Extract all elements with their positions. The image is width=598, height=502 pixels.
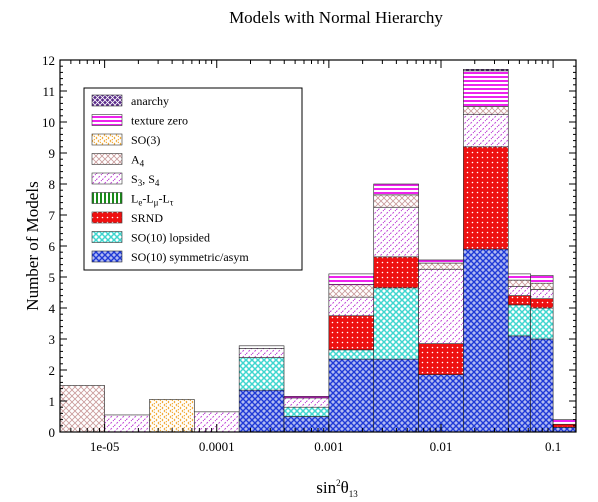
bar-segment: [328, 358, 375, 433]
legend-label: Le-Lμ-Lτ: [131, 192, 174, 208]
axis-ticks: [59, 59, 576, 433]
bar-segment: [373, 206, 419, 258]
bar-segment: [418, 268, 464, 344]
bar-segment: [283, 416, 330, 433]
bar-segment: [463, 106, 509, 115]
y-tick-label: 0: [49, 425, 56, 440]
y-tick-label: 7: [49, 208, 56, 223]
legend-swatch: [91, 133, 123, 146]
bar-segment: [418, 374, 464, 433]
bar-segment: [373, 256, 419, 289]
bar-segment: [328, 273, 375, 286]
y-tick-label: 6: [49, 239, 56, 254]
bar-segment: [552, 419, 576, 425]
bar-segment: [238, 389, 285, 433]
bar-segment: [507, 304, 531, 337]
bar-segment: [552, 423, 576, 428]
legend-swatch: [91, 192, 123, 204]
y-tick-label: 2: [49, 363, 56, 378]
bar-segment: [328, 315, 375, 351]
bar-segment: [238, 345, 285, 349]
y-tick-label: 11: [42, 84, 55, 99]
x-tick-labels: 1e-05 0.0001 0.001 0.01 0.1: [90, 439, 561, 454]
bar-segment: [328, 296, 375, 317]
bar-segment: [373, 358, 419, 433]
bar-segment: [463, 70, 509, 107]
bar-segment: [418, 343, 464, 375]
bar-segment: [530, 307, 554, 340]
bar-segment: [418, 259, 464, 264]
legend: anarchy texture zero SO(3) A4 S3, S4 Le-Lμ-Lτ…: [83, 87, 303, 271]
legend-swatch: [91, 114, 123, 126]
legend-label: A4: [131, 153, 145, 169]
bar-segment: [328, 284, 375, 298]
legend-swatch: [91, 250, 123, 263]
bar-segment: [507, 279, 531, 287]
y-tick-label: 1: [49, 394, 56, 409]
bar-segment: [59, 385, 105, 433]
legend-label: S3, S4: [131, 172, 160, 188]
bar-segment: [373, 194, 419, 208]
chart-title: Models with Normal Hierarchy: [229, 8, 443, 27]
legend-label: texture zero: [131, 114, 188, 128]
y-tick-label: 10: [42, 115, 55, 130]
legend-label: SRND: [131, 211, 163, 225]
bar-segment: [463, 146, 509, 250]
bar-segment: [463, 248, 509, 433]
bar-segment: [104, 414, 150, 433]
bar-segment: [238, 357, 285, 391]
legend-label: anarchy: [131, 94, 169, 108]
legend-swatch: [91, 211, 123, 224]
bar-segment: [463, 113, 509, 148]
y-tick-label: 3: [49, 332, 56, 347]
bar-segment: [283, 406, 330, 417]
bar-segment: [373, 183, 419, 196]
y-tick-label: 12: [42, 53, 55, 68]
bar-segment: [373, 287, 419, 360]
y-tick-label: 4: [49, 301, 56, 316]
legend-swatch: [91, 172, 123, 185]
y-axis-label: Number of Models: [23, 181, 42, 310]
legend-swatch: [91, 94, 123, 107]
legend-label: SO(10) symmetric/asym: [131, 250, 249, 264]
bar-segment: [530, 338, 554, 433]
x-tick-label: 1e-05: [90, 439, 120, 454]
bar-segment: [530, 275, 554, 284]
y-tick-label: 8: [49, 177, 56, 192]
x-tick-label: 0.0001: [199, 439, 235, 454]
bar-segment: [507, 335, 531, 433]
x-tick-label: 0.01: [430, 439, 453, 454]
y-tick-label: 9: [49, 146, 56, 161]
legend-label: SO(3): [131, 133, 160, 147]
legend-swatch: [91, 231, 123, 243]
bar-segment: [283, 396, 330, 399]
bar-segment: [530, 298, 554, 309]
bar-segment: [507, 285, 531, 296]
bar-segment: [463, 69, 509, 72]
bar-segment: [507, 295, 531, 306]
x-tick-label: 0.1: [545, 439, 561, 454]
x-axis-label: sin2θ13: [316, 478, 358, 499]
x-tick-label: 0.001: [314, 439, 343, 454]
bar-segment: [283, 397, 330, 408]
bar-segment: [530, 289, 554, 299]
bar-segment: [238, 347, 285, 358]
bar-segment: [418, 262, 464, 270]
bar-segment: [530, 282, 554, 290]
bar-segment: [149, 399, 195, 433]
bar-segment: [507, 273, 531, 281]
bar-segment: [552, 427, 576, 433]
bar-segment: [328, 349, 375, 360]
y-tick-label: 5: [49, 270, 56, 285]
legend-swatch: [91, 153, 123, 165]
legend-label: SO(10) lopsided: [131, 231, 210, 245]
